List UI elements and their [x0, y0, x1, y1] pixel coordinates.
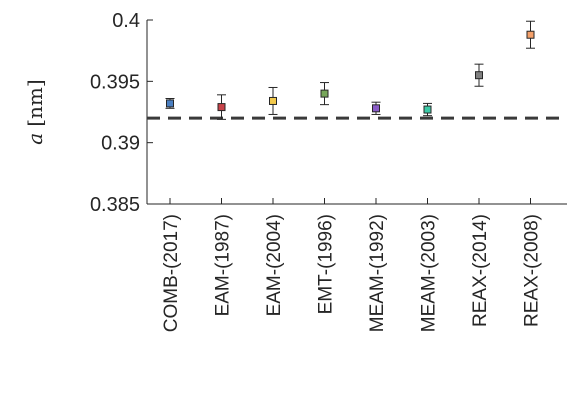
svg-text:a[nm]: a [nm]	[23, 79, 47, 144]
x-tick-label: REAX-(2008)	[522, 214, 543, 327]
y-tick-label: 0.39	[101, 133, 140, 155]
x-tick-label: EAM-(2004)	[264, 214, 285, 316]
data-point-marker	[269, 96, 277, 105]
x-tick-label: EMT-(1996)	[316, 214, 337, 314]
y-axis-label-symbol: a	[23, 133, 47, 145]
y-tick-label: 0.395	[90, 71, 140, 93]
y-tick-label: 0.4	[112, 10, 140, 32]
x-tick-label: EAM-(1987)	[213, 214, 234, 316]
data-point-marker	[320, 89, 329, 98]
x-tick-label: REAX-(2014)	[470, 214, 491, 327]
y-axis-label: a [nm]	[23, 79, 47, 144]
data-point-marker	[526, 30, 535, 39]
data-point-marker	[217, 103, 226, 112]
data-point-marker	[372, 104, 380, 113]
y-axis-label-unit: [nm]	[23, 79, 47, 126]
data-point-marker	[423, 105, 432, 114]
x-tick-label: MEAM-(2003)	[419, 214, 440, 332]
y-tick-label: 0.385	[90, 194, 140, 216]
x-tick-label: MEAM-(1992)	[367, 214, 388, 332]
x-tick-label: COMB-(2017)	[161, 214, 182, 332]
data-point-marker	[475, 71, 483, 80]
data-point-marker	[166, 99, 174, 108]
plot-area: 0.385 0.39 0.395 0.4 COMB-(2017) EAM-(1987) EA…	[90, 10, 567, 332]
